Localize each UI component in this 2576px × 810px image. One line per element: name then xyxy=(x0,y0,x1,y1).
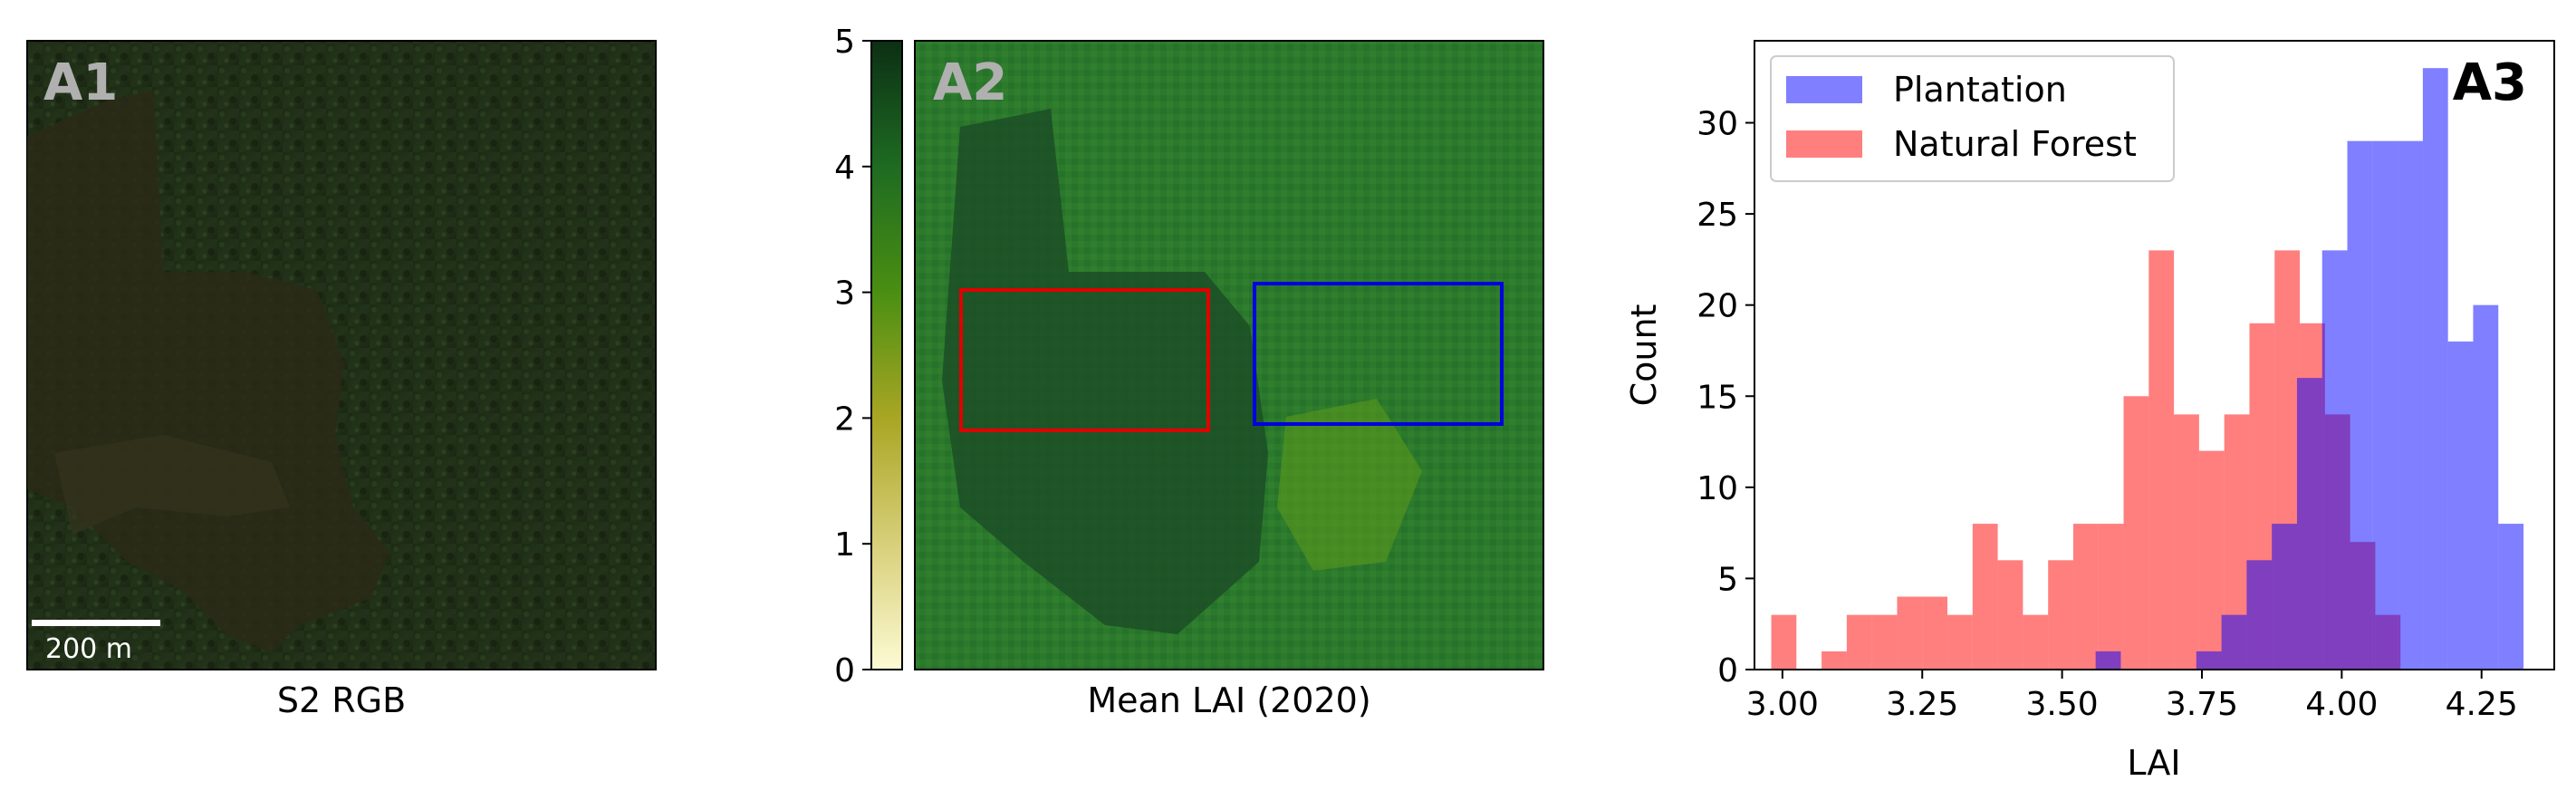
y-tick-label: 5 xyxy=(1717,561,1738,598)
y-tick-label: 30 xyxy=(1697,106,1738,143)
colorbar-tick-label: 0 xyxy=(834,652,855,689)
bar-natural-forest xyxy=(2048,560,2073,670)
colorbar-tick-label: 3 xyxy=(834,275,855,313)
bar-natural-forest xyxy=(1897,596,1923,670)
bar-plantation xyxy=(2296,378,2322,670)
bar-plantation xyxy=(2246,560,2273,670)
bar-plantation xyxy=(2422,68,2448,670)
panel-a2: 0 1 2 3 4 5 A2 Mean LAI (2020) xyxy=(834,24,1544,720)
bar-plantation xyxy=(2372,140,2398,670)
x-tick-label: 4.25 xyxy=(2446,686,2518,723)
bar-natural-forest xyxy=(2098,524,2124,670)
bar-natural-forest xyxy=(1871,614,1898,670)
colorbar-tick-label: 5 xyxy=(834,24,855,61)
legend: Plantation Natural Forest xyxy=(1770,55,2175,182)
y-tick-label: 20 xyxy=(1697,288,1738,325)
legend-swatch-plantation xyxy=(1786,76,1862,103)
panel-a2-title: A2 xyxy=(933,53,1007,112)
panel-a2-caption: Mean LAI (2020) xyxy=(1087,680,1370,720)
bar-natural-forest xyxy=(1846,614,1872,670)
histogram-bars xyxy=(1771,68,2524,670)
x-tick-label: 4.00 xyxy=(2305,686,2378,723)
bar-natural-forest xyxy=(2198,450,2225,670)
legend-label-plantation: Plantation xyxy=(1893,70,2067,110)
panel-a3-title: A3 xyxy=(2453,53,2527,112)
panel-a1-caption: S2 RGB xyxy=(277,680,406,720)
plot-frame xyxy=(1754,40,2555,670)
panel-a3: 3.00 3.25 3.50 3.75 4.00 4.25 0 5 10 15 20 25 30 LA… xyxy=(1624,40,2555,783)
y-ticks: 0 5 10 15 20 25 30 xyxy=(1697,106,1754,689)
bar-plantation xyxy=(2498,524,2524,670)
bar-natural-forest xyxy=(1771,614,1797,670)
x-tick-label: 3.50 xyxy=(2026,686,2099,723)
panel-a1-title: A1 xyxy=(43,53,118,112)
bar-natural-forest xyxy=(2174,414,2199,670)
panel-a1: A1 200 m S2 RGB xyxy=(26,40,657,720)
bar-natural-forest xyxy=(2123,396,2149,670)
colorbar-tick-label: 4 xyxy=(834,149,855,187)
bar-natural-forest xyxy=(2148,250,2175,670)
natural-forest-box xyxy=(959,288,1210,432)
bar-plantation xyxy=(2221,614,2247,670)
legend-swatch-natural-forest xyxy=(1786,130,1862,158)
bar-plantation xyxy=(2272,524,2297,670)
scale-bar-label: 200 m xyxy=(45,633,132,665)
bar-natural-forest xyxy=(1997,560,2023,670)
bar-plantation xyxy=(2398,140,2423,670)
colorbar xyxy=(870,40,903,670)
scale-bar xyxy=(32,620,160,626)
colorbar-tick-label: 2 xyxy=(834,400,855,438)
x-tick-label: 3.00 xyxy=(1746,686,1819,723)
legend-label-natural-forest: Natural Forest xyxy=(1893,124,2137,164)
bar-plantation xyxy=(2095,651,2121,670)
y-tick-label: 10 xyxy=(1697,470,1738,507)
x-ticks: 3.00 3.25 3.50 3.75 4.00 4.25 xyxy=(1746,670,2518,723)
y-tick-label: 25 xyxy=(1697,197,1738,234)
legend-box xyxy=(1770,55,2175,182)
bar-plantation xyxy=(2347,140,2373,670)
bar-natural-forest xyxy=(2072,524,2099,670)
lai-light-region xyxy=(1277,399,1422,571)
y-axis-label: Count xyxy=(1624,304,1664,407)
bar-natural-forest xyxy=(2023,614,2049,670)
plantation-box xyxy=(1253,282,1504,426)
x-tick-label: 3.25 xyxy=(1886,686,1958,723)
bar-natural-forest xyxy=(1821,651,1847,670)
bar-plantation xyxy=(2473,304,2499,670)
y-tick-label: 15 xyxy=(1697,379,1738,416)
colorbar-tick-label: 1 xyxy=(834,526,855,564)
x-axis-label: LAI xyxy=(2127,743,2180,783)
bar-plantation xyxy=(2447,341,2474,670)
clearing-stripe xyxy=(54,435,290,535)
colorbar-ticks: 0 1 2 3 4 5 xyxy=(834,24,871,689)
y-tick-label: 0 xyxy=(1717,652,1738,689)
bar-natural-forest xyxy=(1922,596,1948,670)
bar-natural-forest xyxy=(1947,614,1973,670)
lai-dark-region xyxy=(942,109,1268,634)
bar-plantation xyxy=(2321,250,2348,670)
bar-natural-forest xyxy=(1972,524,1998,670)
bar-plantation xyxy=(2196,651,2222,670)
x-tick-label: 3.75 xyxy=(2166,686,2238,723)
